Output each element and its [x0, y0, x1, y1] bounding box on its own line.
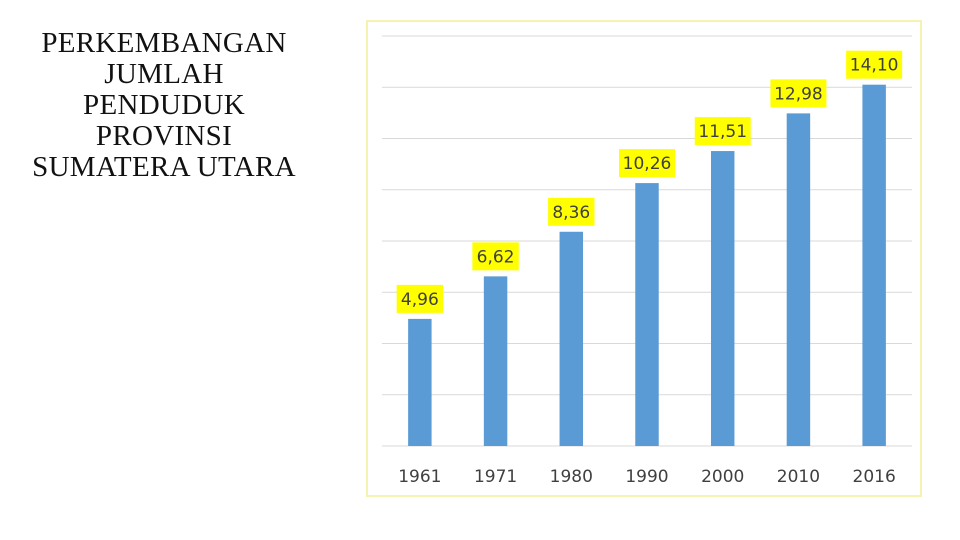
bar-2016: [862, 84, 886, 446]
bar-1980: [559, 231, 584, 446]
data-label-bg-1971: [472, 242, 519, 271]
data-label-1971: 6,62: [477, 247, 515, 267]
bar-1990: [635, 183, 659, 446]
data-label-bg-2016: [846, 50, 903, 79]
data-label-bg-1980: [548, 197, 595, 226]
bar-2000: [710, 151, 735, 446]
bar-1971: [483, 276, 508, 446]
x-tick-label-2010: 2010: [777, 467, 820, 487]
data-label-1980: 8,36: [552, 203, 590, 223]
data-label-1990: 10,26: [623, 154, 672, 174]
data-label-2016: 14,10: [850, 56, 899, 76]
bar-2010: [786, 113, 811, 446]
x-tick-label-2016: 2016: [853, 467, 896, 487]
x-tick-label-1971: 1971: [474, 467, 517, 487]
x-tick-label-1980: 1980: [550, 467, 593, 487]
bar-1961: [408, 318, 432, 446]
data-label-2010: 12,98: [774, 84, 823, 104]
data-label-1961: 4,96: [401, 290, 439, 310]
data-label-bg-2000: [694, 117, 751, 146]
data-label-bg-1990: [619, 149, 675, 178]
x-tick-label-2000: 2000: [701, 467, 744, 487]
data-label-bg-1961: [396, 284, 444, 313]
page-title: PERKEMBANGAN JUMLAH PENDUDUK PROVINSI SU…: [32, 27, 296, 183]
data-label-2000: 11,51: [698, 122, 747, 142]
x-tick-label-1961: 1961: [398, 467, 441, 487]
x-tick-label-1990: 1990: [625, 467, 668, 487]
data-label-bg-2010: [770, 79, 827, 108]
